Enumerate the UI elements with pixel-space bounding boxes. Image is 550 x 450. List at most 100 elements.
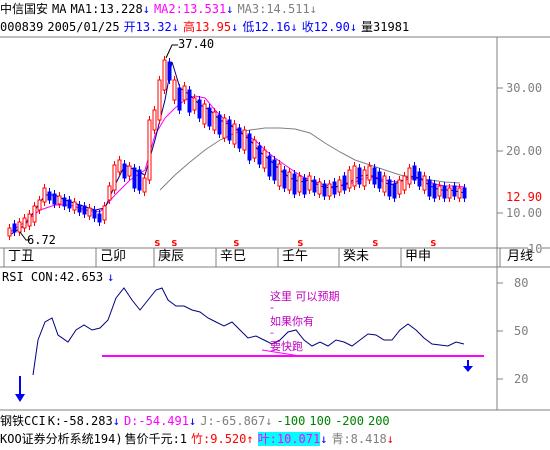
candle-body: [457, 187, 462, 199]
candle-body: [202, 103, 207, 125]
ma3-value: MA3:14.511: [237, 2, 310, 16]
candle-body: [107, 185, 112, 201]
candle-body: [282, 169, 287, 189]
ma2-value: MA2:13.531: [153, 2, 227, 16]
candle-body: [242, 129, 247, 151]
current-price-label: 12.90: [506, 190, 543, 204]
candle-body: [392, 183, 397, 199]
candle-body: [102, 205, 107, 221]
ye-value: 叶:10.071: [257, 432, 321, 446]
candle-body: [82, 205, 87, 215]
time-axis: 丁丑 己卯 庚辰 辛巳 壬午 癸未 甲申 月线: [0, 247, 550, 267]
candle-body: [397, 179, 402, 195]
price-axis-bottom-tick: 10: [528, 242, 543, 256]
time-label-renwu: 壬午: [282, 249, 309, 264]
candle-body: [42, 187, 47, 203]
cci-d-arrow-icon: ↓: [188, 414, 197, 428]
period-label[interactable]: 月线: [507, 249, 534, 264]
stock-code: 000839: [0, 20, 44, 34]
candle-body: [132, 167, 137, 189]
price-axis-tick-10: 10.00: [506, 206, 543, 220]
candle-body: [272, 159, 277, 181]
candle-body: [257, 145, 262, 165]
cci-level-200: 200: [367, 414, 390, 428]
candle-body: [347, 169, 352, 189]
candle-body: [22, 217, 27, 229]
open-arrow-icon: ↓: [171, 20, 179, 34]
candle-body: [317, 181, 322, 195]
close-arrow-icon: ↓: [349, 20, 358, 34]
candle-body: [32, 205, 37, 223]
rsi-title-text: RSI CON:42.653: [2, 270, 104, 284]
candle-body: [442, 185, 447, 199]
low-marker-label: 6.72: [27, 233, 56, 247]
cci-level-neg200: -200: [335, 414, 364, 428]
candle-body: [412, 165, 417, 181]
candle-body: [137, 169, 142, 191]
candle-body: [427, 179, 432, 197]
candle-body: [262, 149, 267, 169]
candle-body: [157, 79, 162, 121]
footer-row-cci: 钢铁CCI K:-58.283↓ D:-54.491↓ J:-65.867↓ -100 1…: [0, 412, 550, 430]
time-label-jiashen: 甲申: [405, 249, 432, 264]
candle-body: [287, 171, 292, 191]
candle-body: [232, 123, 237, 145]
candle-body: [92, 209, 97, 219]
candle-body: [227, 119, 232, 141]
cci-label: 钢铁CCI: [0, 414, 46, 428]
candle-body: [307, 175, 312, 191]
rsi-title: RSI CON:42.653 ↓: [2, 270, 114, 284]
time-label-jimao: 己卯: [100, 249, 127, 264]
candle-body: [62, 197, 67, 207]
candle-body: [297, 175, 302, 193]
signal-marker: s: [233, 236, 240, 249]
candle-body: [252, 139, 257, 159]
qing-value: 青:8.418: [331, 432, 387, 446]
signal-marker: s: [297, 236, 304, 249]
candle-body: [212, 111, 217, 131]
candle-body: [342, 175, 347, 191]
rsi-axis-tick-50: 50: [514, 324, 529, 338]
candle-body: [422, 175, 427, 191]
header-row-quote: 000839 2005/01/25 开13.32↓ 高13.95↓ 低12.16↓ 收12…: [0, 18, 550, 36]
candle-body: [462, 187, 467, 199]
candle-body: [222, 117, 227, 139]
quote-date: 2005/01/25: [47, 20, 120, 34]
candle-body: [27, 213, 32, 227]
time-label-xinsi: 辛巳: [220, 249, 247, 264]
indicator-name: MA: [52, 2, 67, 16]
footer-row-system: KOO证券分析系统194) 售价千元:1 竹:9.520↑ 叶:10.071↓ 青:8.…: [0, 430, 550, 448]
cci-k-value: K:-58.283: [47, 414, 113, 428]
candle-body: [247, 133, 252, 161]
candle-body: [302, 177, 307, 195]
candle-body: [152, 109, 157, 131]
time-label-dingchou: 丁丑: [8, 249, 35, 264]
candle-body: [292, 173, 297, 195]
cci-level-100: 100: [309, 414, 332, 428]
ma2-arrow-icon: ↓: [226, 2, 234, 16]
ma1-value: MA1:13.228: [70, 2, 143, 16]
rsi-line: [32, 287, 465, 376]
close-price: 收12.90: [301, 20, 350, 34]
candle-body: [387, 179, 392, 197]
candle-body: [57, 195, 62, 205]
candle-body: [332, 181, 337, 195]
cci-k-arrow-icon: ↓: [112, 414, 120, 428]
candle-body: [127, 165, 132, 177]
candle-body: [417, 171, 422, 187]
candle-body: [357, 167, 362, 185]
high-marker-leader: [165, 44, 178, 59]
candle-body: [47, 191, 52, 201]
zhu-value: 竹:9.520: [191, 432, 247, 446]
candle-body: [277, 163, 282, 187]
signal-marker: s: [171, 236, 178, 249]
big-down-arrow-icon: [15, 376, 25, 402]
volume-value: 量31981: [361, 20, 410, 34]
note-pointer-line: [261, 349, 301, 357]
low-arrow-icon: ↓: [290, 20, 298, 34]
candle-body: [192, 97, 197, 111]
note-line-1: 这里 可以预期: [270, 290, 340, 303]
candle-body: [267, 155, 272, 177]
candle-body: [197, 99, 202, 119]
